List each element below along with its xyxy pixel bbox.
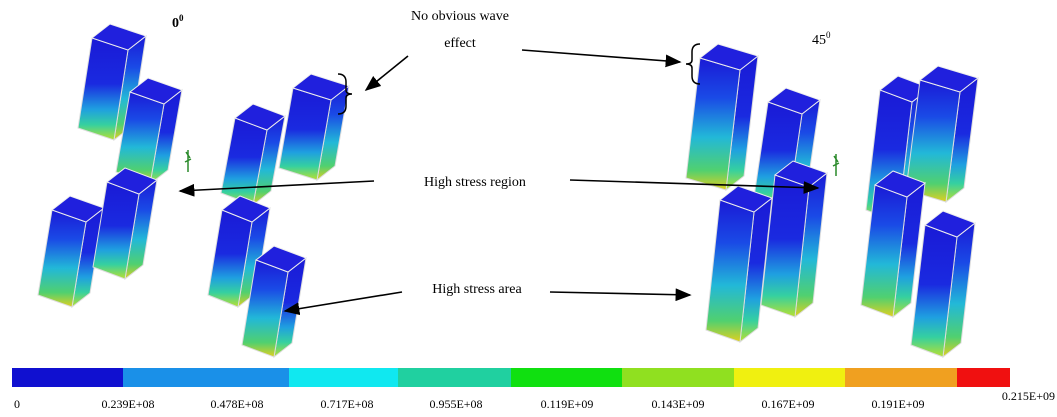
legend-label: 0.167E+09 (761, 397, 814, 411)
legend-label: 0.119E+09 (541, 397, 594, 411)
angle-value: 0 (172, 16, 179, 31)
angle-value: 45 (812, 33, 826, 48)
legend-label: 0.215E+09 (1002, 389, 1055, 403)
building (221, 104, 285, 205)
angle-superscript: 0 (826, 30, 831, 40)
legend-swatch (289, 368, 398, 387)
annotation: High stress region (424, 175, 526, 190)
legend-swatch (511, 368, 622, 387)
arrow (180, 181, 374, 191)
arrow (550, 292, 690, 295)
angle-label: 450 (812, 30, 831, 48)
legend-swatch (622, 368, 734, 387)
building (686, 44, 758, 190)
legend-swatch (123, 368, 289, 387)
legend-label: 0.143E+09 (651, 397, 704, 411)
angle-label: 00 (172, 13, 184, 31)
arrow (285, 292, 402, 311)
angle-superscript: 0 (179, 13, 184, 23)
building (38, 196, 104, 307)
annotation: No obvious wave (411, 9, 509, 24)
figure: 00 450 No obvious wave effect High stres… (0, 0, 1057, 412)
legend-label: 0 (14, 397, 20, 411)
legend-swatch (845, 368, 957, 387)
arrow (366, 56, 408, 90)
annotation: effect (444, 36, 476, 51)
legend-label: 0.717E+08 (320, 397, 373, 411)
legend-label: 0.239E+08 (101, 397, 154, 411)
building (706, 186, 772, 342)
arrow (522, 50, 680, 62)
building (911, 211, 975, 357)
legend-swatch (398, 368, 511, 387)
legend-swatch (957, 368, 1010, 387)
building-models (38, 24, 978, 357)
legend-swatch (12, 368, 123, 387)
legend-swatch (734, 368, 845, 387)
annotation: High stress area (432, 282, 522, 297)
axis-icon (833, 154, 839, 176)
legend-label: 0.955E+08 (429, 397, 482, 411)
legend-label: 0.191E+09 (871, 397, 924, 411)
axis-icon (185, 150, 191, 172)
building (93, 168, 157, 279)
color-legend: 0 0.239E+08 0.478E+08 0.717E+08 0.955E+08 0.1… (12, 368, 1055, 411)
building (279, 74, 349, 180)
legend-label: 0.478E+08 (210, 397, 263, 411)
